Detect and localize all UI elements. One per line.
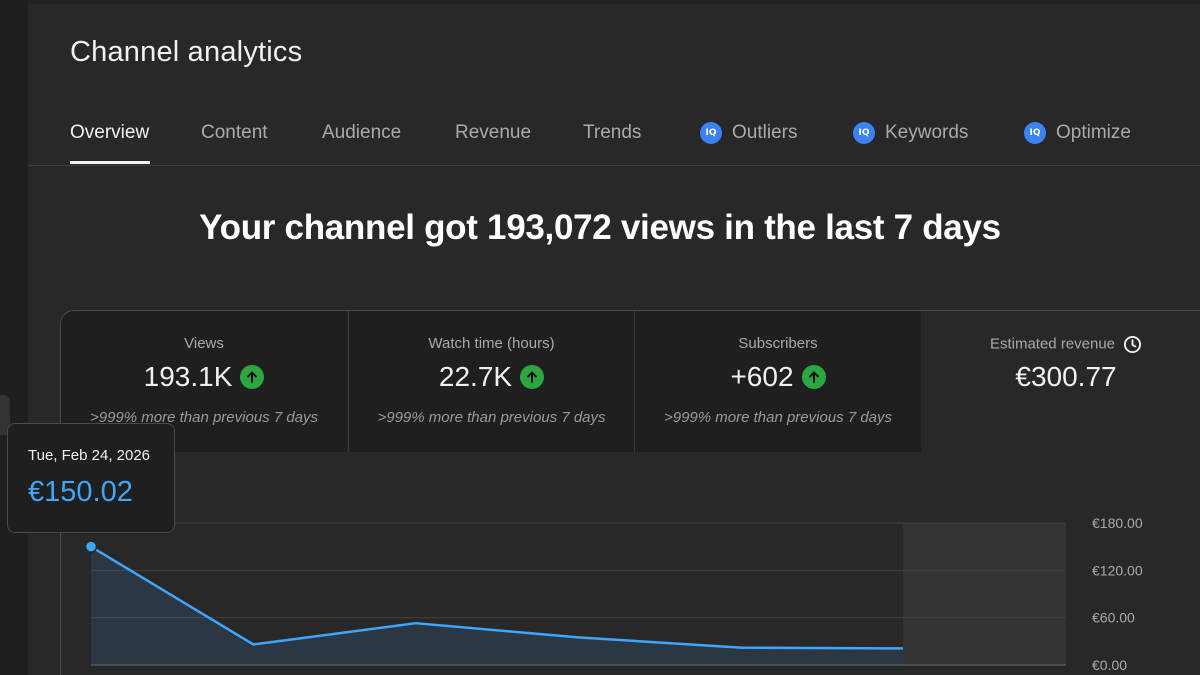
- clock-icon[interactable]: [1123, 335, 1142, 354]
- metric-value: +602: [730, 361, 794, 392]
- metric-note: >999% more than previous 7 days: [89, 409, 319, 426]
- tooltip-value: €150.02: [28, 476, 133, 508]
- y-tick-label: €120.00: [1092, 562, 1143, 578]
- iq-icon: IQ: [1024, 122, 1046, 144]
- left-rail-handle[interactable]: [0, 395, 10, 435]
- y-tick-label: €0.00: [1092, 657, 1127, 673]
- tab-bar: Overview Content Audience Revenue Trends…: [28, 100, 1200, 166]
- trend-up-icon: [520, 365, 545, 389]
- tab-outliers[interactable]: IQ Outliers: [700, 122, 797, 144]
- metric-label-text: Estimated revenue: [989, 335, 1116, 353]
- metric-label: Views: [184, 335, 224, 352]
- tab-audience[interactable]: Audience: [322, 122, 401, 144]
- metric-value: €300.77: [1015, 361, 1117, 392]
- series-area: [91, 546, 903, 665]
- tooltip-date: Tue, Feb 24, 2026: [28, 447, 151, 464]
- tab-keywords[interactable]: IQ Keywords: [853, 122, 968, 144]
- tab-trends[interactable]: Trends: [583, 122, 641, 144]
- tab-label: Audience: [322, 122, 402, 143]
- tab-label: Outliers: [732, 122, 798, 143]
- trend-up-icon: [801, 365, 826, 389]
- metric-value: 193.1K: [143, 361, 233, 392]
- data-point-highlighted: [84, 540, 98, 553]
- top-edge: [28, 0, 1200, 4]
- metric-watch-time[interactable]: Watch time (hours) 22.7K >999% more than…: [348, 311, 634, 452]
- series-line: [90, 545, 904, 650]
- tab-label: Revenue: [455, 122, 532, 143]
- summary-headline: Your channel got 193,072 views in the la…: [199, 208, 1001, 247]
- metric-label: Watch time (hours): [428, 335, 555, 352]
- metric-label: Subscribers: [738, 335, 818, 352]
- metric-estimated-revenue[interactable]: Estimated revenue €300.77: [921, 311, 1200, 452]
- tab-label: Overview: [70, 122, 150, 143]
- tab-revenue[interactable]: Revenue: [455, 122, 531, 144]
- iq-icon: IQ: [853, 122, 875, 144]
- trend-up-icon: [240, 365, 265, 389]
- tab-overview[interactable]: Overview: [70, 122, 149, 144]
- y-tick-label: €60.00: [1092, 610, 1135, 626]
- left-rail: [0, 0, 28, 675]
- tab-label: Optimize: [1056, 122, 1131, 143]
- page-title: Channel analytics: [70, 36, 303, 68]
- shaded-region: [903, 523, 1066, 665]
- tab-label: Trends: [583, 122, 642, 143]
- metric-note: >999% more than previous 7 days: [377, 409, 606, 426]
- active-tab-indicator: [70, 161, 150, 164]
- y-tick-label: €180.00: [1092, 515, 1143, 531]
- tab-label: Content: [201, 122, 268, 143]
- metric-note: >999% more than previous 7 days: [663, 409, 893, 426]
- chart-tooltip: Tue, Feb 24, 2026 €150.02: [7, 423, 175, 533]
- tab-label: Keywords: [885, 122, 969, 143]
- metric-views[interactable]: Views 193.1K >999% more than previous 7 …: [61, 311, 347, 452]
- tab-optimize[interactable]: IQ Optimize: [1024, 122, 1131, 144]
- iq-icon: IQ: [700, 122, 722, 144]
- tab-content[interactable]: Content: [201, 122, 268, 144]
- metric-subscribers[interactable]: Subscribers +602 >999% more than previou…: [634, 311, 921, 452]
- metric-label: Estimated revenue: [921, 335, 1200, 354]
- metric-value: 22.7K: [438, 361, 513, 392]
